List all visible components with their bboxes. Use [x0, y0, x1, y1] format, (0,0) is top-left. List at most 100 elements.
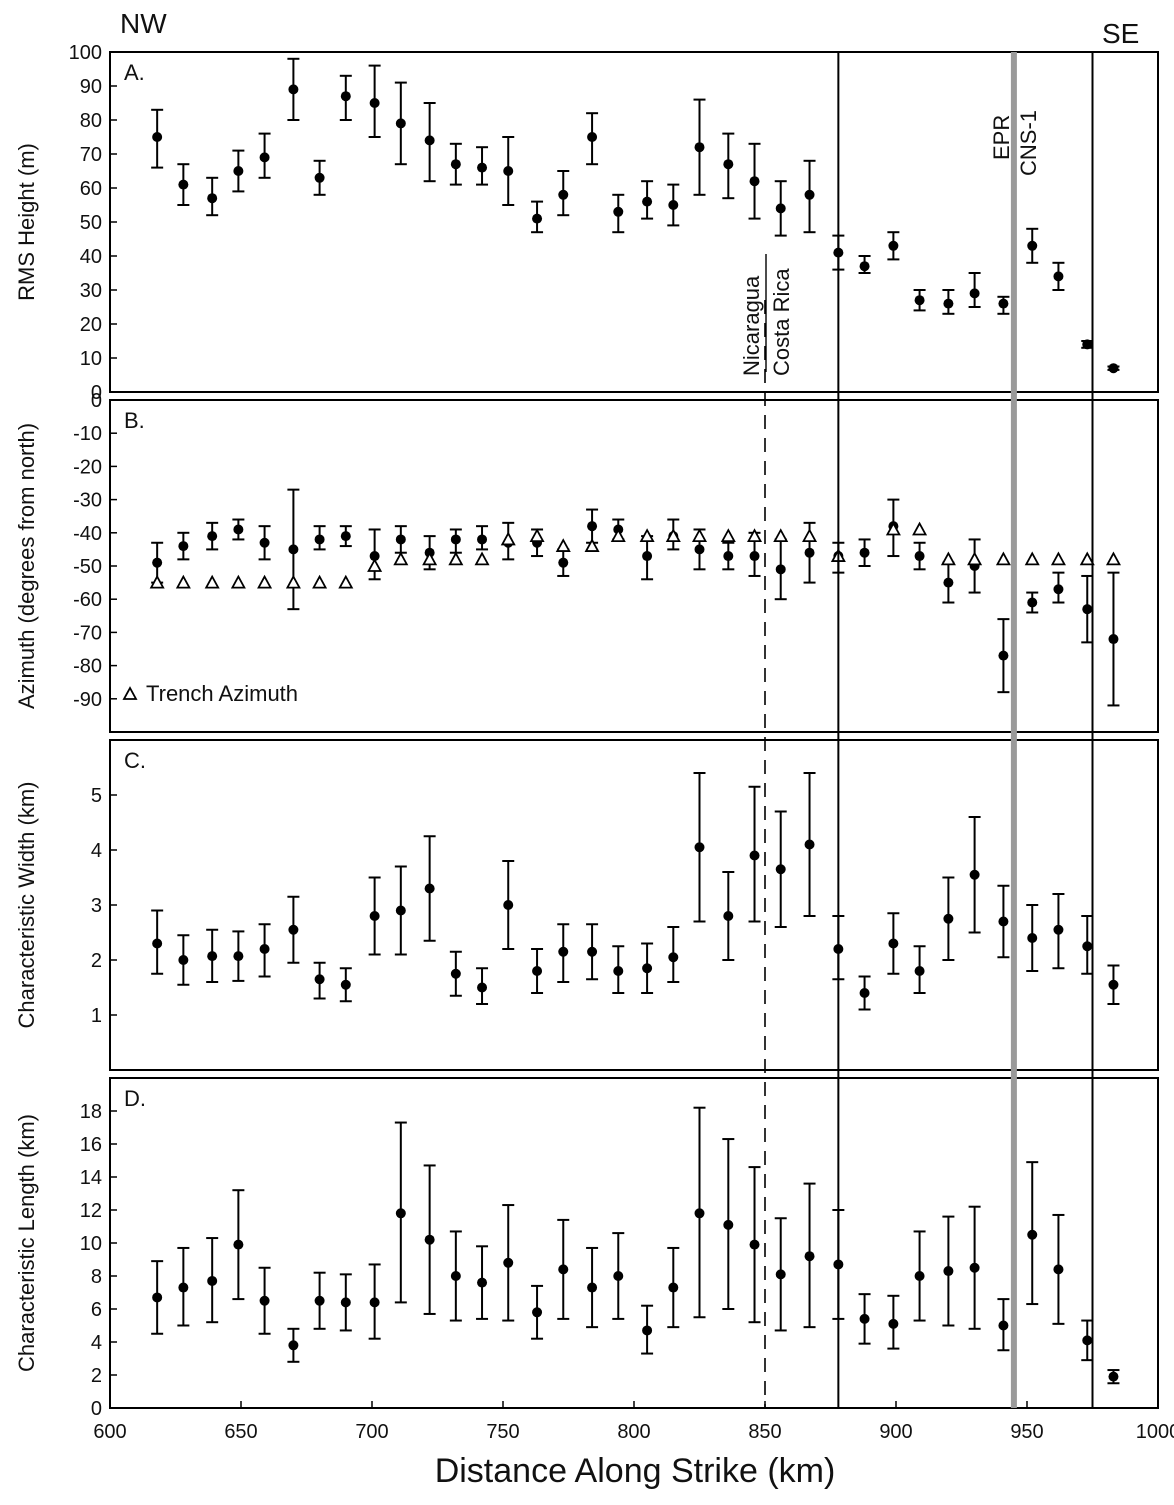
data-point [424, 1234, 435, 1245]
data-point [314, 172, 325, 183]
data-point [888, 240, 899, 251]
trench-azimuth-marker [1050, 551, 1066, 566]
y-tick-label: -10 [73, 423, 102, 445]
trench-azimuth-marker [555, 538, 571, 552]
data-point [395, 534, 406, 545]
data-point [804, 1251, 815, 1262]
y-tick-label: 6 [91, 1299, 102, 1321]
trench-azimuth-marker [175, 574, 191, 589]
data-point [914, 966, 925, 976]
data-point [477, 534, 488, 545]
panel-1: 0 10 20 30 40 50 60 70 80 90 100 A. RMS Height (m) [14, 42, 1159, 404]
y-tick-label: -20 [73, 456, 102, 478]
data-point [424, 135, 435, 146]
y-tick-label: 0 [91, 382, 102, 404]
cns-1-label: CNS-1 [1016, 110, 1041, 176]
data-point [288, 544, 299, 555]
data-point [969, 288, 980, 299]
y-tick-label: 5 [91, 785, 102, 807]
data-point [1053, 924, 1064, 935]
y-tick-label: 18 [80, 1101, 102, 1123]
data-point [369, 551, 380, 562]
data-point [642, 1325, 653, 1336]
data-point [1027, 933, 1038, 943]
data-point [668, 200, 679, 210]
y-tick-label: -40 [73, 523, 102, 545]
data-point [288, 84, 299, 95]
trench-azimuth-marker [995, 551, 1011, 566]
data-point [207, 1275, 218, 1286]
data-point [340, 91, 351, 102]
data-point [207, 193, 218, 204]
data-point [340, 531, 351, 542]
x-tick-label: 850 [748, 1421, 781, 1443]
data-point [775, 203, 786, 214]
data-point [288, 924, 299, 935]
panel-frame [109, 51, 1159, 393]
y-tick-label: 2 [91, 950, 102, 972]
data-point [587, 946, 598, 957]
data-point [450, 534, 461, 545]
data-point [450, 968, 461, 979]
data-point [1108, 1371, 1119, 1382]
trench-azimuth-marker [773, 528, 789, 543]
data-point [1082, 941, 1093, 952]
y-tick-label: 4 [91, 1332, 102, 1354]
data-point [207, 951, 218, 962]
panel-letter: B. [124, 408, 145, 433]
data-point [233, 524, 244, 535]
x-tick-label: 700 [355, 1421, 388, 1443]
data-point [503, 900, 514, 910]
data-point [943, 577, 954, 588]
y-tick-label: -30 [73, 490, 102, 512]
data-point [1027, 240, 1038, 251]
y-tick-label: 30 [80, 280, 102, 302]
data-point [369, 98, 380, 108]
data-point [859, 261, 870, 272]
trench-azimuth-marker [149, 574, 165, 589]
data-point [969, 869, 980, 880]
data-point [1108, 979, 1119, 990]
data-point [1053, 1264, 1064, 1275]
x-axis: 600 650 700 750 800 850 900 950 1000 [93, 1401, 1174, 1443]
data-point [723, 911, 734, 921]
trench-azimuth-marker [393, 551, 409, 566]
x-tick-label: 1000 [1136, 1421, 1174, 1443]
data-point [395, 118, 406, 129]
data-point [587, 132, 598, 142]
data-point [558, 189, 569, 200]
data-point [259, 944, 270, 954]
data-point [152, 557, 163, 568]
trench-azimuth-marker [448, 551, 464, 566]
data-point [943, 298, 954, 309]
y-tick-label: 10 [80, 348, 102, 370]
data-point [259, 537, 270, 548]
data-point [395, 1208, 406, 1219]
data-point [775, 1269, 786, 1280]
data-point [749, 1239, 760, 1250]
trench-azimuth-marker [500, 531, 516, 546]
data-point [558, 946, 569, 957]
y-tick-label: 1 [91, 1005, 102, 1027]
data-point [477, 1277, 488, 1288]
y-tick-label: 4 [91, 840, 102, 862]
trench-azimuth-marker [639, 528, 655, 543]
data-point [450, 1271, 461, 1281]
nw-label: NW [120, 8, 167, 39]
trench-azimuth-marker [691, 528, 708, 543]
data-point [314, 974, 325, 985]
trench-azimuth-marker [802, 528, 818, 543]
data-point [998, 298, 1009, 309]
panel-letter: C. [124, 748, 146, 773]
data-point [532, 1307, 543, 1318]
data-point [152, 132, 163, 142]
trench-azimuth-marker [1024, 551, 1040, 566]
data-point [1053, 271, 1064, 282]
data-point [613, 206, 624, 217]
data-point [259, 152, 270, 163]
data-point [314, 1295, 325, 1306]
trench-azimuth-marker [422, 551, 438, 566]
data-point [998, 650, 1009, 661]
data-point [749, 850, 760, 861]
